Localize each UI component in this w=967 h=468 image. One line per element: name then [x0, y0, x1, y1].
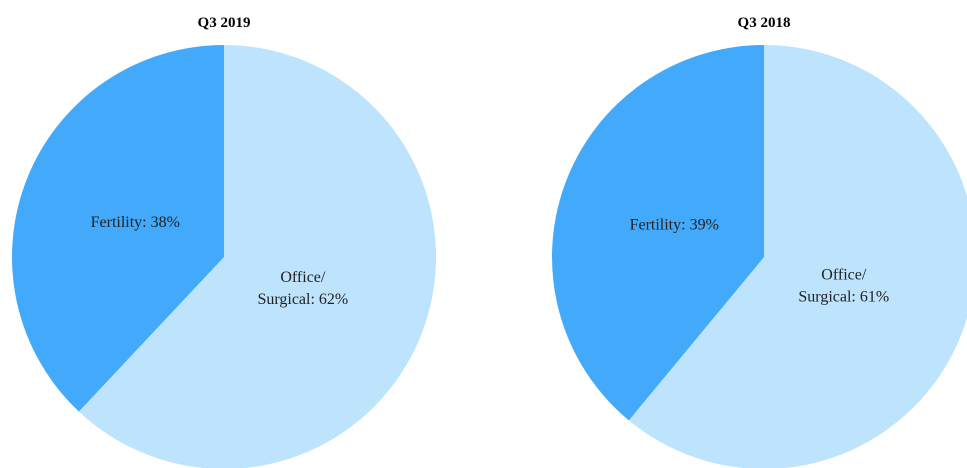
pie-slice	[628, 45, 967, 468]
data-label: Fertility: 39%	[630, 217, 719, 234]
pie-slice	[552, 45, 764, 421]
chart-title: Q3 2018	[738, 15, 791, 31]
chart-title: Q3 2019	[198, 15, 251, 31]
data-label: Office/Surgical: 61%	[798, 267, 889, 306]
data-label: Fertility: 38%	[91, 214, 180, 231]
pie-slice	[78, 45, 436, 468]
data-label: Office/Surgical: 62%	[257, 269, 348, 308]
pie-slice	[12, 45, 224, 412]
